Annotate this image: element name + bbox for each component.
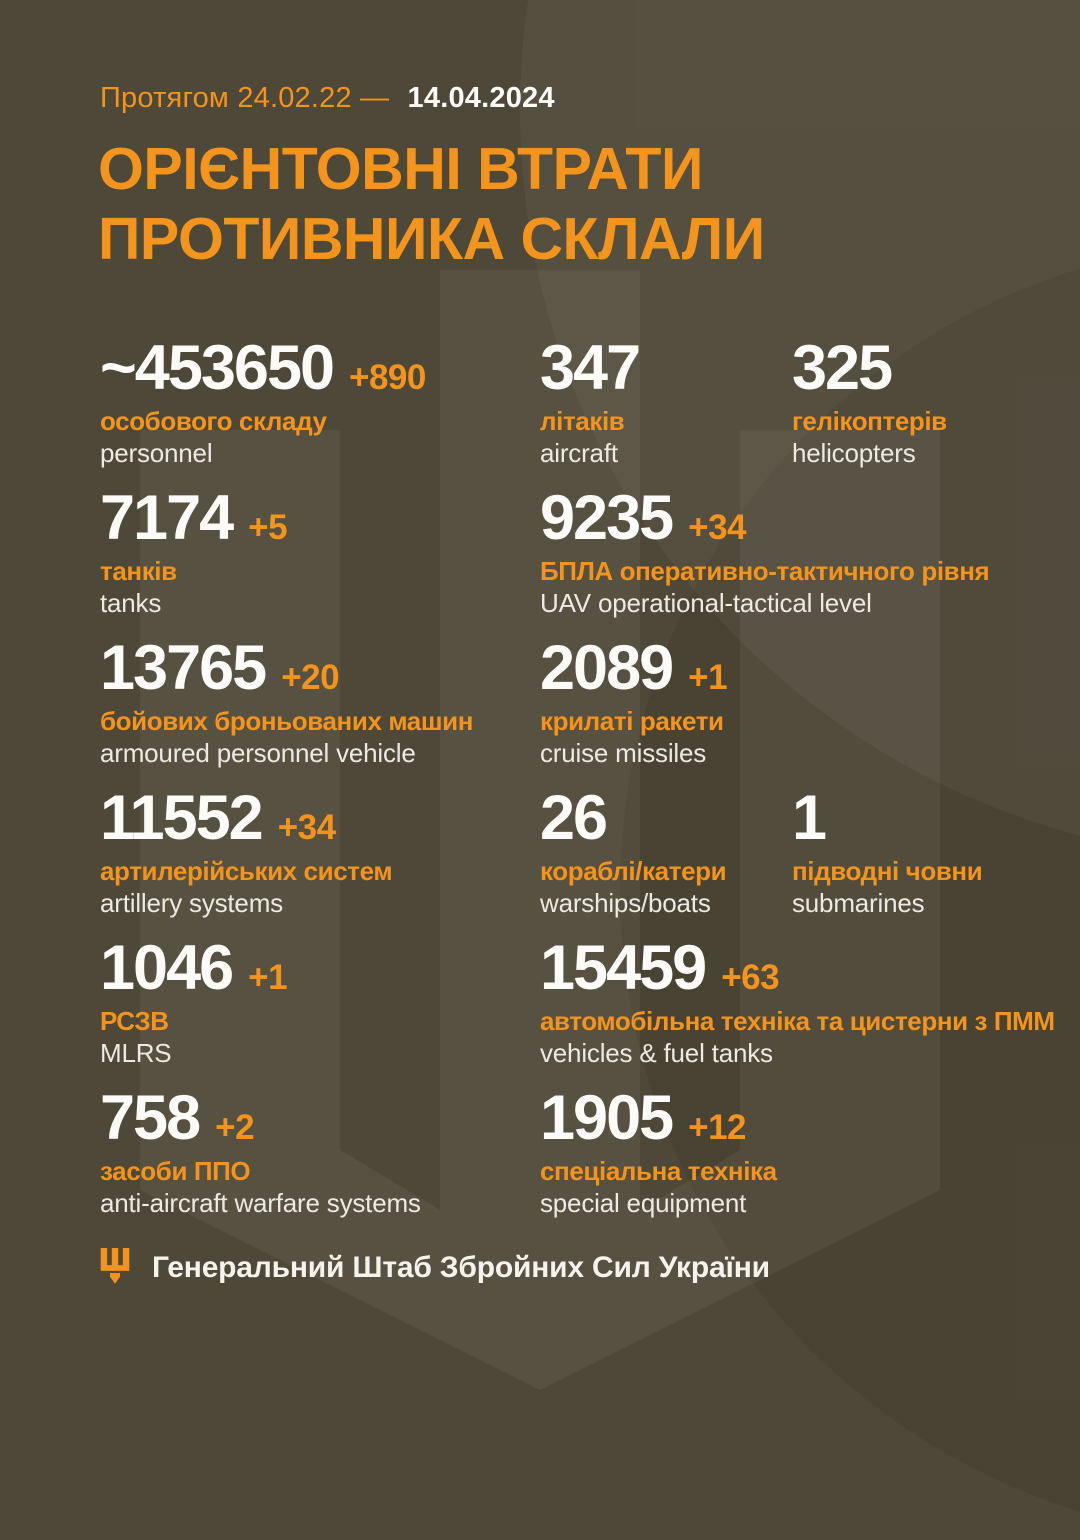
stat-label-ua: автомобільна техніка та цистерни з ПММ xyxy=(540,1006,1055,1036)
stat-value: 347 xyxy=(540,333,641,403)
stat-warships: 26 кораблі/катери warships/boats xyxy=(540,783,727,920)
stat-value: 1046 xyxy=(100,933,234,1003)
stat-mlrs: 1046 +1 РСЗВ MLRS xyxy=(100,933,288,1070)
stat-helicopters: 325 гелікоптерів helicopters xyxy=(792,333,947,470)
losses-grid: ~453650 +890 особового складу personnel 3… xyxy=(100,333,1055,1238)
stat-label-ua: бойових броньованих машин xyxy=(100,706,474,736)
stat-delta: +12 xyxy=(688,1108,747,1147)
stat-submarines: 1 підводні човни submarines xyxy=(792,783,983,920)
stat-aircraft: 347 літаків aircraft xyxy=(540,333,641,470)
stat-tanks: 7174 +5 танків tanks xyxy=(100,483,288,620)
stat-value: 13765 xyxy=(100,633,267,703)
stat-value: 1 xyxy=(792,783,827,853)
stat-cruise-missiles: 2089 +1 крилаті ракети cruise missiles xyxy=(540,633,728,770)
stat-label-ua: кораблі/катери xyxy=(540,856,727,886)
title-line-1: ОРІЄНТОВНІ ВТРАТИ xyxy=(98,136,703,202)
stats-row: 758 +2 засоби ППО anti-aircraft warfare s… xyxy=(100,1083,1040,1238)
report-period: Протягом 24.02.22 — 14.04.2024 xyxy=(100,82,555,115)
stat-label-en: artillery systems xyxy=(100,888,283,918)
stat-value: ~453650 xyxy=(100,333,335,403)
period-prefix: Протягом 24.02.22 — xyxy=(100,82,390,114)
footer: Генеральний Штаб Збройних Сил України xyxy=(100,1248,770,1288)
stat-uav: 9235 +34 БПЛА оперативно-тактичного рівня… xyxy=(540,483,990,620)
source-label: Генеральний Штаб Збройних Сил України xyxy=(152,1251,770,1284)
stat-value: 325 xyxy=(792,333,893,403)
stat-label-ua: танків xyxy=(100,556,177,586)
stat-label-ua: спеціальна техніка xyxy=(540,1156,777,1186)
stat-label-ua: засоби ППО xyxy=(100,1156,251,1186)
stat-label-en: submarines xyxy=(792,888,925,918)
stat-value: 2089 xyxy=(540,633,674,703)
stat-value: 26 xyxy=(540,783,608,853)
stat-delta: +34 xyxy=(688,508,747,547)
stat-armoured-vehicles: 13765 +20 бойових броньованих машин armou… xyxy=(100,633,474,770)
stat-label-ua: артилерійських систем xyxy=(100,856,393,886)
stat-delta: +2 xyxy=(215,1108,255,1147)
stat-delta: +63 xyxy=(721,958,780,997)
stat-delta: +890 xyxy=(349,358,426,397)
stat-delta: +20 xyxy=(281,658,340,697)
stat-personnel: ~453650 +890 особового складу personnel xyxy=(100,333,426,470)
stat-label-en: vehicles & fuel tanks xyxy=(540,1038,773,1068)
stat-special-equipment: 1905 +12 спеціальна техніка special equip… xyxy=(540,1083,777,1220)
stat-delta: +34 xyxy=(277,808,336,847)
stat-label-en: MLRS xyxy=(100,1038,172,1068)
stat-label-ua: літаків xyxy=(540,406,625,436)
period-date: 14.04.2024 xyxy=(407,82,555,114)
stat-vehicles-fuel-tanks: 15459 +63 автомобільна техніка та цистерн… xyxy=(540,933,1055,1070)
stat-label-ua: крилаті ракети xyxy=(540,706,724,736)
stat-label-en: tanks xyxy=(100,588,162,618)
stat-label-ua: особового складу xyxy=(100,406,327,436)
stat-label-en: anti-aircraft warfare systems xyxy=(100,1188,421,1218)
stats-row: 1046 +1 РСЗВ MLRS 15459 +63 автомобільна т… xyxy=(100,933,1055,1088)
tryzub-icon xyxy=(100,1248,130,1284)
stat-label-en: UAV operational-tactical level xyxy=(540,588,872,618)
stats-row: 11552 +34 артилерійських систем artillery… xyxy=(100,783,1040,938)
stat-artillery: 11552 +34 артилерійських систем artillery… xyxy=(100,783,393,920)
stat-value: 15459 xyxy=(540,933,707,1003)
stat-delta: +1 xyxy=(248,958,288,997)
stat-label-en: cruise missiles xyxy=(540,738,707,768)
stat-value: 11552 xyxy=(100,783,264,853)
stat-value: 9235 xyxy=(540,483,674,553)
stat-label-en: special equipment xyxy=(540,1188,747,1218)
stat-value: 758 xyxy=(100,1083,201,1153)
stat-anti-aircraft: 758 +2 засоби ППО anti-aircraft warfare s… xyxy=(100,1083,421,1220)
stat-value: 7174 xyxy=(100,483,234,553)
stat-delta: +5 xyxy=(248,508,288,547)
stat-label-en: helicopters xyxy=(792,438,916,468)
title-line-2: ПРОТИВНИКА СКЛАЛИ xyxy=(98,206,765,272)
stat-label-en: armoured personnel vehicle xyxy=(100,738,416,768)
stat-label-ua: гелікоптерів xyxy=(792,406,947,436)
stat-label-ua: підводні човни xyxy=(792,856,983,886)
stat-label-ua: БПЛА оперативно-тактичного рівня xyxy=(540,556,990,586)
page-title: ОРІЄНТОВНІ ВТРАТИ ПРОТИВНИКА СКЛАЛИ xyxy=(98,134,765,274)
stats-row: 7174 +5 танків tanks 9235 +34 БПЛА операти… xyxy=(100,483,1040,638)
stat-label-en: warships/boats xyxy=(540,888,711,918)
stat-label-en: personnel xyxy=(100,438,213,468)
stat-label-ua: РСЗВ xyxy=(100,1006,169,1036)
stat-value: 1905 xyxy=(540,1083,674,1153)
stat-label-en: aircraft xyxy=(540,438,618,468)
stat-delta: +1 xyxy=(688,658,728,697)
stats-row: ~453650 +890 особового складу personnel 3… xyxy=(100,333,1040,488)
stats-row: 13765 +20 бойових броньованих машин armou… xyxy=(100,633,1040,788)
